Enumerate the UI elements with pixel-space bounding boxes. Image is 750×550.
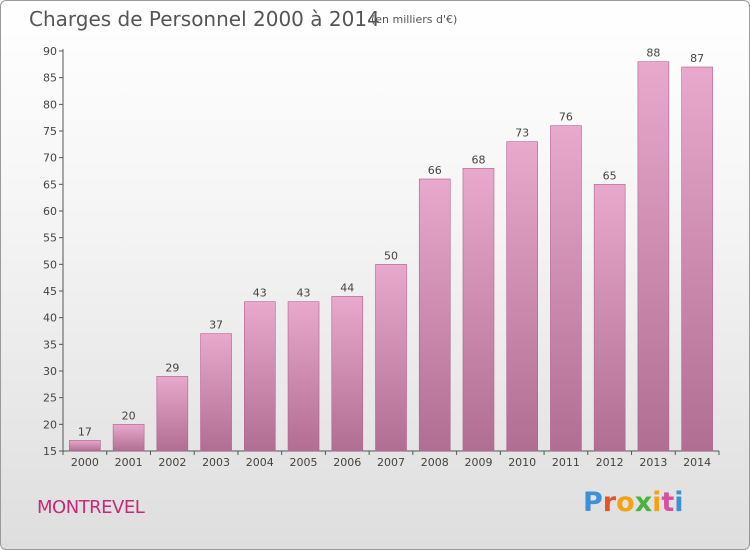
logo-letter: P xyxy=(583,487,603,518)
logo-letter: i xyxy=(674,487,684,518)
bar xyxy=(287,301,320,452)
bar xyxy=(681,66,713,452)
y-tick-label: 85 xyxy=(43,72,57,85)
bar xyxy=(462,168,495,452)
y-tick-label: 40 xyxy=(43,312,57,325)
x-tick-label: 2011 xyxy=(552,456,580,469)
x-tick-label: 2003 xyxy=(202,456,230,469)
data-label: 87 xyxy=(690,52,704,65)
y-tick-label: 45 xyxy=(43,285,57,298)
x-tick-label: 2009 xyxy=(464,456,492,469)
y-tick-label: 75 xyxy=(43,125,57,138)
y-tick-label: 20 xyxy=(43,418,57,431)
x-tick-label: 2002 xyxy=(158,456,186,469)
chart-axes: 15 20 25 30 35 40 45 50 55 60 65 70 75 80 85 90 2000 2001… xyxy=(43,45,720,469)
y-tick-label: 70 xyxy=(43,152,57,165)
y-tick-label: 35 xyxy=(43,338,57,351)
y-tick-label: 30 xyxy=(43,365,57,378)
data-label: 37 xyxy=(209,319,223,332)
bar xyxy=(637,61,670,452)
proxiti-logo: Proxiti xyxy=(583,487,684,518)
x-tick-label: 2000 xyxy=(71,456,99,469)
data-label: 43 xyxy=(297,287,311,300)
bar xyxy=(593,184,626,452)
x-tick-label: 2010 xyxy=(508,456,536,469)
bar xyxy=(244,301,276,452)
bar xyxy=(156,376,189,452)
data-label: 65 xyxy=(603,169,617,182)
bar xyxy=(418,178,451,452)
data-label: 73 xyxy=(515,127,529,140)
data-label: 29 xyxy=(165,361,179,374)
y-tick-label: 50 xyxy=(43,258,57,271)
logo-letter: r xyxy=(602,487,617,518)
x-tick-label: 2007 xyxy=(377,456,405,469)
bar xyxy=(506,141,539,452)
x-tick-label: 2004 xyxy=(246,456,274,469)
bar xyxy=(69,440,101,452)
bar xyxy=(550,125,582,452)
x-tick-label: 2008 xyxy=(421,456,449,469)
y-tick-label: 60 xyxy=(43,205,57,218)
y-tick-label: 25 xyxy=(43,392,57,405)
logo-letter: i xyxy=(652,487,662,518)
chart-subtitle: (en milliers d'€) xyxy=(371,13,458,26)
data-label: 68 xyxy=(471,153,485,166)
y-tick-label: 90 xyxy=(43,45,57,58)
chart-labels: 17 20 29 37 43 43 44 50 66 68 73 76 65 88 87 xyxy=(78,47,704,439)
chart-title: Charges de Personnel 2000 à 2014 xyxy=(29,7,380,31)
logo-letter: x xyxy=(634,487,653,518)
bar xyxy=(331,296,364,452)
logo-letter: t xyxy=(661,487,675,518)
x-tick-label: 2005 xyxy=(290,456,318,469)
x-tick-label: 2013 xyxy=(639,456,667,469)
data-label: 88 xyxy=(646,47,660,60)
y-tick-label: 80 xyxy=(43,98,57,111)
data-label: 50 xyxy=(384,249,398,262)
bar xyxy=(375,264,407,452)
y-tick-label: 55 xyxy=(43,232,57,245)
bar xyxy=(200,333,232,452)
data-label: 20 xyxy=(122,409,136,422)
y-tick-label: 65 xyxy=(43,178,57,191)
data-label: 76 xyxy=(559,111,573,124)
data-label: 17 xyxy=(78,425,92,438)
y-tick-label: 15 xyxy=(43,445,57,458)
x-tick-label: 2006 xyxy=(333,456,361,469)
commune-name: MONTREVEL xyxy=(37,497,145,518)
logo-letter: o xyxy=(616,487,635,518)
x-tick-label: 2012 xyxy=(596,456,624,469)
x-tick-label: 2014 xyxy=(683,456,711,469)
chart-bars xyxy=(69,61,713,452)
data-label: 44 xyxy=(340,281,354,294)
x-tick-label: 2001 xyxy=(115,456,143,469)
bar xyxy=(112,424,145,452)
data-label: 66 xyxy=(428,164,442,177)
data-label: 43 xyxy=(253,287,267,300)
